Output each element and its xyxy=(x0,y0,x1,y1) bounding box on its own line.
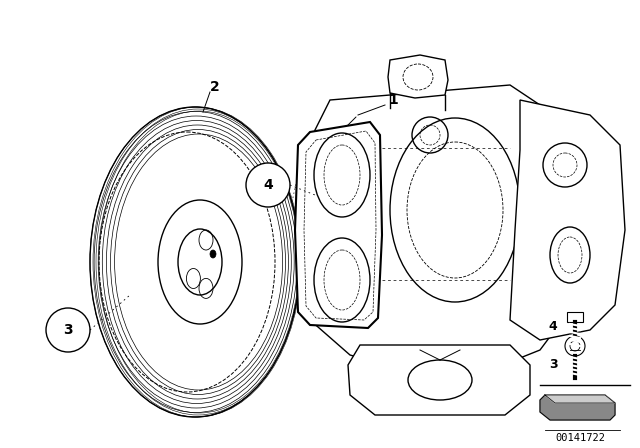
Polygon shape xyxy=(510,100,625,340)
Polygon shape xyxy=(545,395,615,403)
Polygon shape xyxy=(348,345,530,415)
Text: 4: 4 xyxy=(548,319,557,332)
Text: 1: 1 xyxy=(388,93,398,107)
Bar xyxy=(567,312,583,322)
Ellipse shape xyxy=(210,250,216,258)
Polygon shape xyxy=(388,55,448,98)
Polygon shape xyxy=(540,395,615,420)
Circle shape xyxy=(46,308,90,352)
Text: 4: 4 xyxy=(263,178,273,192)
Text: 00141722: 00141722 xyxy=(555,433,605,443)
Text: 3: 3 xyxy=(63,323,73,337)
Polygon shape xyxy=(300,85,580,375)
Circle shape xyxy=(246,163,290,207)
Circle shape xyxy=(565,336,585,356)
Text: 2: 2 xyxy=(210,80,220,94)
Text: 3: 3 xyxy=(548,358,557,370)
Circle shape xyxy=(570,341,580,351)
Polygon shape xyxy=(295,122,382,328)
